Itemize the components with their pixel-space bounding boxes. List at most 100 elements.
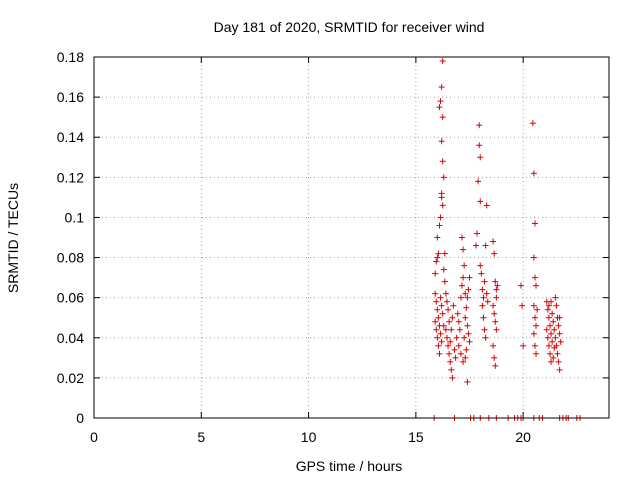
x-axis-label: GPS time / hours (296, 458, 403, 474)
data-point (520, 342, 527, 349)
data-point (491, 354, 498, 361)
data-point (435, 250, 442, 257)
data-point (474, 230, 481, 237)
data-point (447, 338, 454, 345)
scatter-points (431, 58, 584, 421)
data-point (461, 262, 468, 269)
data-point (460, 274, 467, 281)
data-point (531, 342, 538, 349)
data-point (446, 318, 453, 325)
data-point (436, 350, 443, 357)
data-point (462, 314, 469, 321)
chart-title: Day 181 of 2020, SRMTID for receiver win… (214, 19, 485, 35)
data-point (448, 326, 455, 333)
data-point (438, 338, 445, 345)
y-tick-label: 0.18 (57, 49, 84, 65)
data-point (437, 98, 444, 105)
data-point (439, 310, 446, 317)
data-point (465, 286, 472, 293)
data-point (556, 366, 563, 373)
data-point (457, 350, 464, 357)
data-point (494, 282, 501, 289)
data-point (443, 298, 450, 305)
y-tick-label: 0.12 (57, 169, 84, 185)
data-point (549, 338, 556, 345)
data-point (472, 242, 479, 249)
data-point (553, 302, 560, 309)
data-point (463, 304, 470, 311)
data-point (548, 298, 555, 305)
data-point (481, 326, 488, 333)
data-point (490, 302, 497, 309)
y-tick-label: 0.1 (65, 209, 85, 225)
data-point (433, 298, 440, 305)
data-point (450, 302, 457, 309)
data-point (462, 354, 469, 361)
data-point (464, 294, 471, 301)
data-point (545, 314, 552, 321)
data-point (491, 310, 498, 317)
data-point (434, 306, 441, 313)
y-tick-label: 0.06 (57, 290, 84, 306)
data-point (482, 334, 489, 341)
x-tick-label: 10 (301, 429, 317, 445)
y-tick-label: 0.14 (57, 129, 84, 145)
data-point (446, 350, 453, 357)
data-point (432, 270, 439, 277)
data-point (451, 346, 458, 353)
data-point (435, 314, 442, 321)
plot-frame (93, 56, 610, 419)
data-point (449, 374, 456, 381)
data-point (439, 58, 446, 65)
data-point (434, 334, 441, 341)
data-point (437, 214, 444, 221)
x-tick-label: 0 (90, 429, 98, 445)
data-point (433, 258, 440, 265)
data-point (463, 346, 470, 353)
data-point (459, 282, 466, 289)
x-tick-label: 15 (408, 429, 424, 445)
data-point (432, 318, 439, 325)
y-tick-label: 0.04 (57, 330, 84, 346)
y-axis-label: SRMTID / TECUs (5, 183, 21, 293)
data-point (445, 306, 452, 313)
data-point (550, 318, 557, 325)
data-point (453, 334, 460, 341)
data-point (433, 326, 440, 333)
data-point (483, 202, 490, 209)
data-point (465, 330, 472, 337)
data-point (530, 302, 537, 309)
data-point (484, 298, 491, 305)
data-point (441, 278, 448, 285)
data-point (549, 310, 556, 317)
data-point (482, 242, 489, 249)
data-point (449, 314, 456, 321)
data-point (434, 254, 441, 261)
x-tick-label: 20 (515, 429, 531, 445)
data-point (439, 202, 446, 209)
data-point (441, 250, 448, 257)
data-point (550, 354, 557, 361)
data-point (533, 282, 540, 289)
data-point (438, 138, 445, 145)
data-point (476, 122, 483, 129)
data-point (437, 330, 444, 337)
data-point (454, 310, 461, 317)
y-tick-label: 0 (76, 410, 84, 426)
data-point (456, 326, 463, 333)
data-point (447, 358, 454, 365)
data-point (440, 266, 447, 273)
data-point (551, 326, 558, 333)
data-point (479, 302, 486, 309)
data-point (432, 290, 439, 297)
data-point (459, 234, 466, 241)
data-point (530, 330, 537, 337)
data-point (530, 170, 537, 177)
data-point (492, 318, 499, 325)
data-point (544, 306, 551, 313)
data-point (436, 222, 443, 229)
data-point (518, 282, 525, 289)
data-point (445, 342, 452, 349)
data-point (440, 322, 447, 329)
